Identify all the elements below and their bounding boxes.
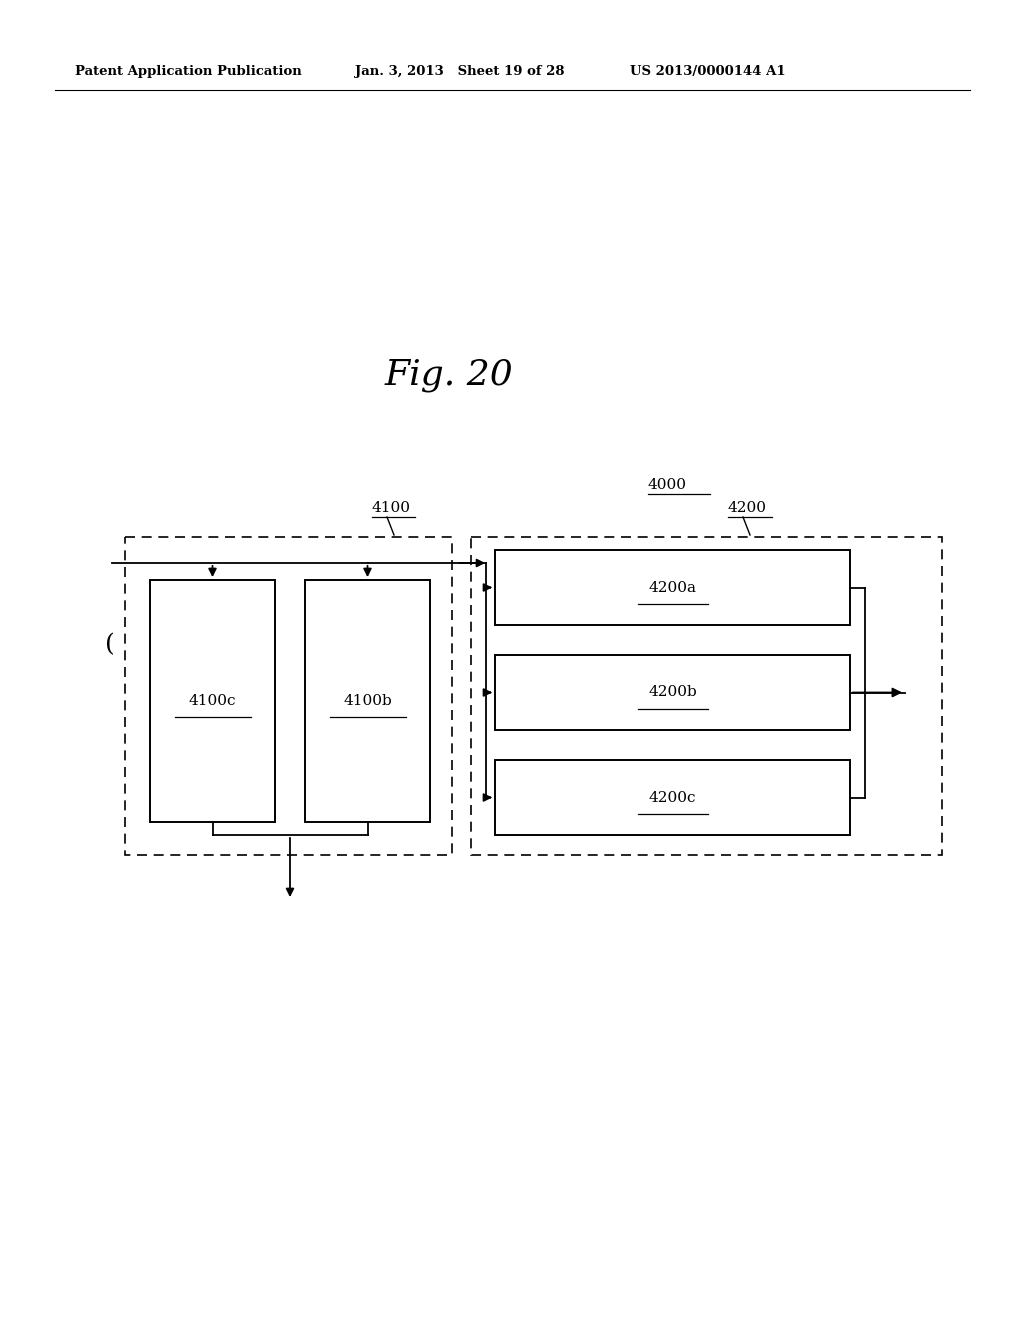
Bar bbox=[150, 579, 275, 822]
Text: (: ( bbox=[105, 634, 115, 656]
Text: 4200c: 4200c bbox=[649, 791, 696, 804]
Bar bbox=[471, 537, 942, 855]
Text: 4200b: 4200b bbox=[648, 685, 697, 700]
Text: 4100: 4100 bbox=[372, 502, 411, 515]
Bar bbox=[495, 655, 850, 730]
Text: Patent Application Publication: Patent Application Publication bbox=[75, 66, 302, 78]
Text: 4100b: 4100b bbox=[343, 694, 392, 708]
Bar bbox=[125, 537, 452, 855]
Text: Jan. 3, 2013   Sheet 19 of 28: Jan. 3, 2013 Sheet 19 of 28 bbox=[355, 66, 564, 78]
Bar bbox=[495, 760, 850, 836]
Text: US 2013/0000144 A1: US 2013/0000144 A1 bbox=[630, 66, 785, 78]
Text: 4100c: 4100c bbox=[188, 694, 237, 708]
Bar bbox=[305, 579, 430, 822]
Text: 4000: 4000 bbox=[648, 478, 687, 492]
Text: Fig. 20: Fig. 20 bbox=[385, 358, 514, 392]
Bar bbox=[495, 550, 850, 624]
Text: 4200a: 4200a bbox=[648, 581, 696, 594]
Text: 4200: 4200 bbox=[728, 502, 767, 515]
